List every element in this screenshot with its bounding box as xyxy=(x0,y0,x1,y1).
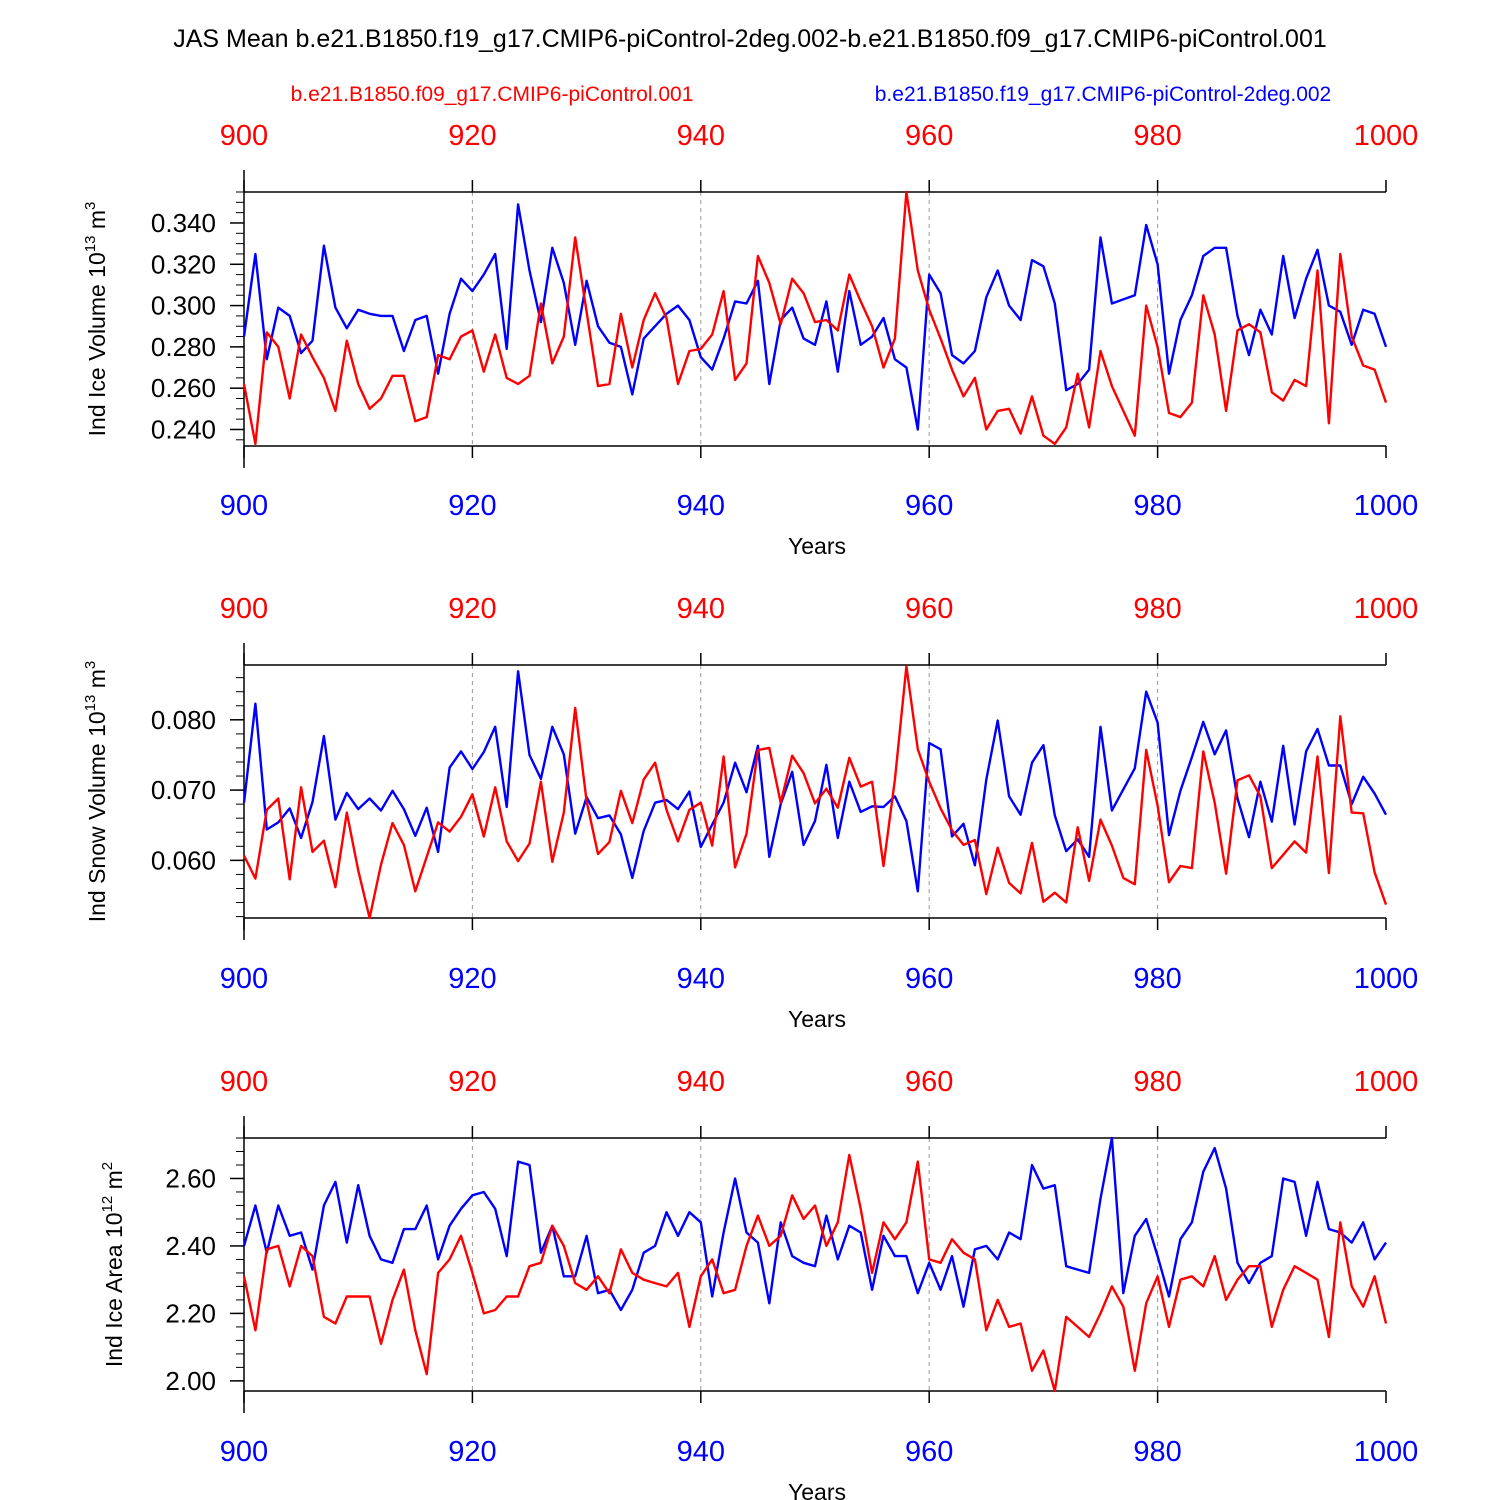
x-tick-label-top: 980 xyxy=(1133,120,1181,152)
series-line-red xyxy=(242,190,1388,446)
x-tick-label-top: 1000 xyxy=(1354,593,1419,625)
x-axis-label: Years xyxy=(788,533,846,559)
y-axis-label-exponent: 12 xyxy=(99,1196,116,1213)
y-axis-label-text: Ind Ice Volume 10 xyxy=(84,252,110,436)
x-tick-label-top: 980 xyxy=(1133,593,1181,625)
x-tick-label-bottom: 980 xyxy=(1133,490,1181,522)
series-line-red xyxy=(242,1153,1388,1393)
x-tick-label-bottom: 940 xyxy=(677,1436,725,1468)
chart-panel-1: 0.240 0.260 0.280 0.300 0.320 0.340 900 900 920 9… xyxy=(82,120,1418,559)
x-tick-label-bottom: 900 xyxy=(220,490,268,522)
series-line-blue xyxy=(242,670,1388,893)
x-tick-label-top: 960 xyxy=(905,593,953,625)
x-tick-label-bottom: 1000 xyxy=(1354,490,1419,522)
y-tick-label: 2.40 xyxy=(165,1231,216,1261)
series-line-red xyxy=(242,665,1388,920)
x-tick-label-top: 900 xyxy=(220,120,268,152)
y-tick-label: 0.320 xyxy=(151,249,216,279)
y-axis-label-exponent: 13 xyxy=(82,695,99,712)
y-axis-label-text: Ind Snow Volume 10 xyxy=(84,711,110,922)
x-tick-label-bottom: 920 xyxy=(448,490,496,522)
y-axis-label-unit-exponent: 3 xyxy=(82,202,99,210)
y-tick-label: 0.240 xyxy=(151,414,216,444)
y-tick-label: 0.260 xyxy=(151,373,216,403)
x-tick-label-top: 980 xyxy=(1133,1066,1181,1098)
x-tick-label-top: 940 xyxy=(677,1066,725,1098)
series-line-blue xyxy=(242,1136,1387,1312)
y-tick-label: 0.280 xyxy=(151,332,216,362)
series-line-blue xyxy=(242,203,1388,431)
y-axis-label-exponent: 13 xyxy=(82,236,99,253)
chart-panel-2: 0.060 0.070 0.080 900 900 920 920 940 940 960 960 9… xyxy=(82,593,1418,1032)
x-tick-label-top: 900 xyxy=(220,1066,268,1098)
x-tick-label-bottom: 960 xyxy=(905,490,953,522)
legend-red-label: b.e21.B1850.f09_g17.CMIP6-piControl.001 xyxy=(291,83,694,106)
x-tick-label-bottom: 920 xyxy=(448,1436,496,1468)
x-tick-label-top: 920 xyxy=(448,120,496,152)
x-tick-label-bottom: 980 xyxy=(1133,1436,1181,1468)
y-axis-label: Ind Ice Area 1012 m2 xyxy=(99,1162,127,1367)
x-tick-label-bottom: 940 xyxy=(677,490,725,522)
x-tick-label-bottom: 900 xyxy=(220,1436,268,1468)
x-tick-label-top: 960 xyxy=(905,1066,953,1098)
y-axis-label-unit-exponent: 3 xyxy=(82,661,99,669)
y-tick-label: 0.060 xyxy=(151,845,216,875)
y-axis-label: Ind Snow Volume 1013 m3 xyxy=(82,661,110,923)
x-axis-label: Years xyxy=(788,1006,846,1032)
x-tick-label-top: 940 xyxy=(677,593,725,625)
y-axis-label-unit: m xyxy=(84,210,110,236)
x-tick-label-bottom: 980 xyxy=(1133,963,1181,995)
y-tick-label: 2.20 xyxy=(165,1298,216,1328)
x-tick-label-top: 920 xyxy=(448,593,496,625)
x-tick-label-top: 1000 xyxy=(1354,1066,1419,1098)
y-tick-label: 2.60 xyxy=(165,1163,216,1193)
x-tick-label-bottom: 1000 xyxy=(1354,1436,1419,1468)
x-tick-label-top: 1000 xyxy=(1354,120,1419,152)
y-axis-label-text: Ind Ice Area 10 xyxy=(101,1212,127,1367)
y-axis-label-unit: m xyxy=(84,669,110,695)
y-tick-label: 0.080 xyxy=(151,705,216,735)
x-tick-label-bottom: 900 xyxy=(220,963,268,995)
x-tick-label-bottom: 1000 xyxy=(1354,963,1419,995)
x-tick-label-bottom: 920 xyxy=(448,963,496,995)
y-axis-label: Ind Ice Volume 1013 m3 xyxy=(82,202,110,437)
y-axis-label-unit-exponent: 2 xyxy=(99,1162,116,1170)
x-tick-label-top: 960 xyxy=(905,120,953,152)
x-tick-label-top: 940 xyxy=(677,120,725,152)
chart-panel-3: 2.00 2.20 2.40 2.60 900 900 920 920 940 940 960 960… xyxy=(99,1066,1418,1500)
y-tick-label: 0.300 xyxy=(151,291,216,321)
y-tick-label: 2.00 xyxy=(165,1366,216,1396)
legend-blue-label: b.e21.B1850.f19_g17.CMIP6-piControl-2deg… xyxy=(875,83,1331,106)
x-tick-label-top: 900 xyxy=(220,593,268,625)
x-tick-label-bottom: 960 xyxy=(905,1436,953,1468)
y-tick-label: 0.070 xyxy=(151,775,216,805)
y-axis-label-unit: m xyxy=(101,1170,127,1196)
x-axis-label: Years xyxy=(788,1479,846,1500)
x-tick-label-bottom: 940 xyxy=(677,963,725,995)
x-tick-label-bottom: 960 xyxy=(905,963,953,995)
y-tick-label: 0.340 xyxy=(151,208,216,238)
x-tick-label-top: 920 xyxy=(448,1066,496,1098)
figure-title: JAS Mean b.e21.B1850.f19_g17.CMIP6-piCon… xyxy=(173,25,1327,53)
